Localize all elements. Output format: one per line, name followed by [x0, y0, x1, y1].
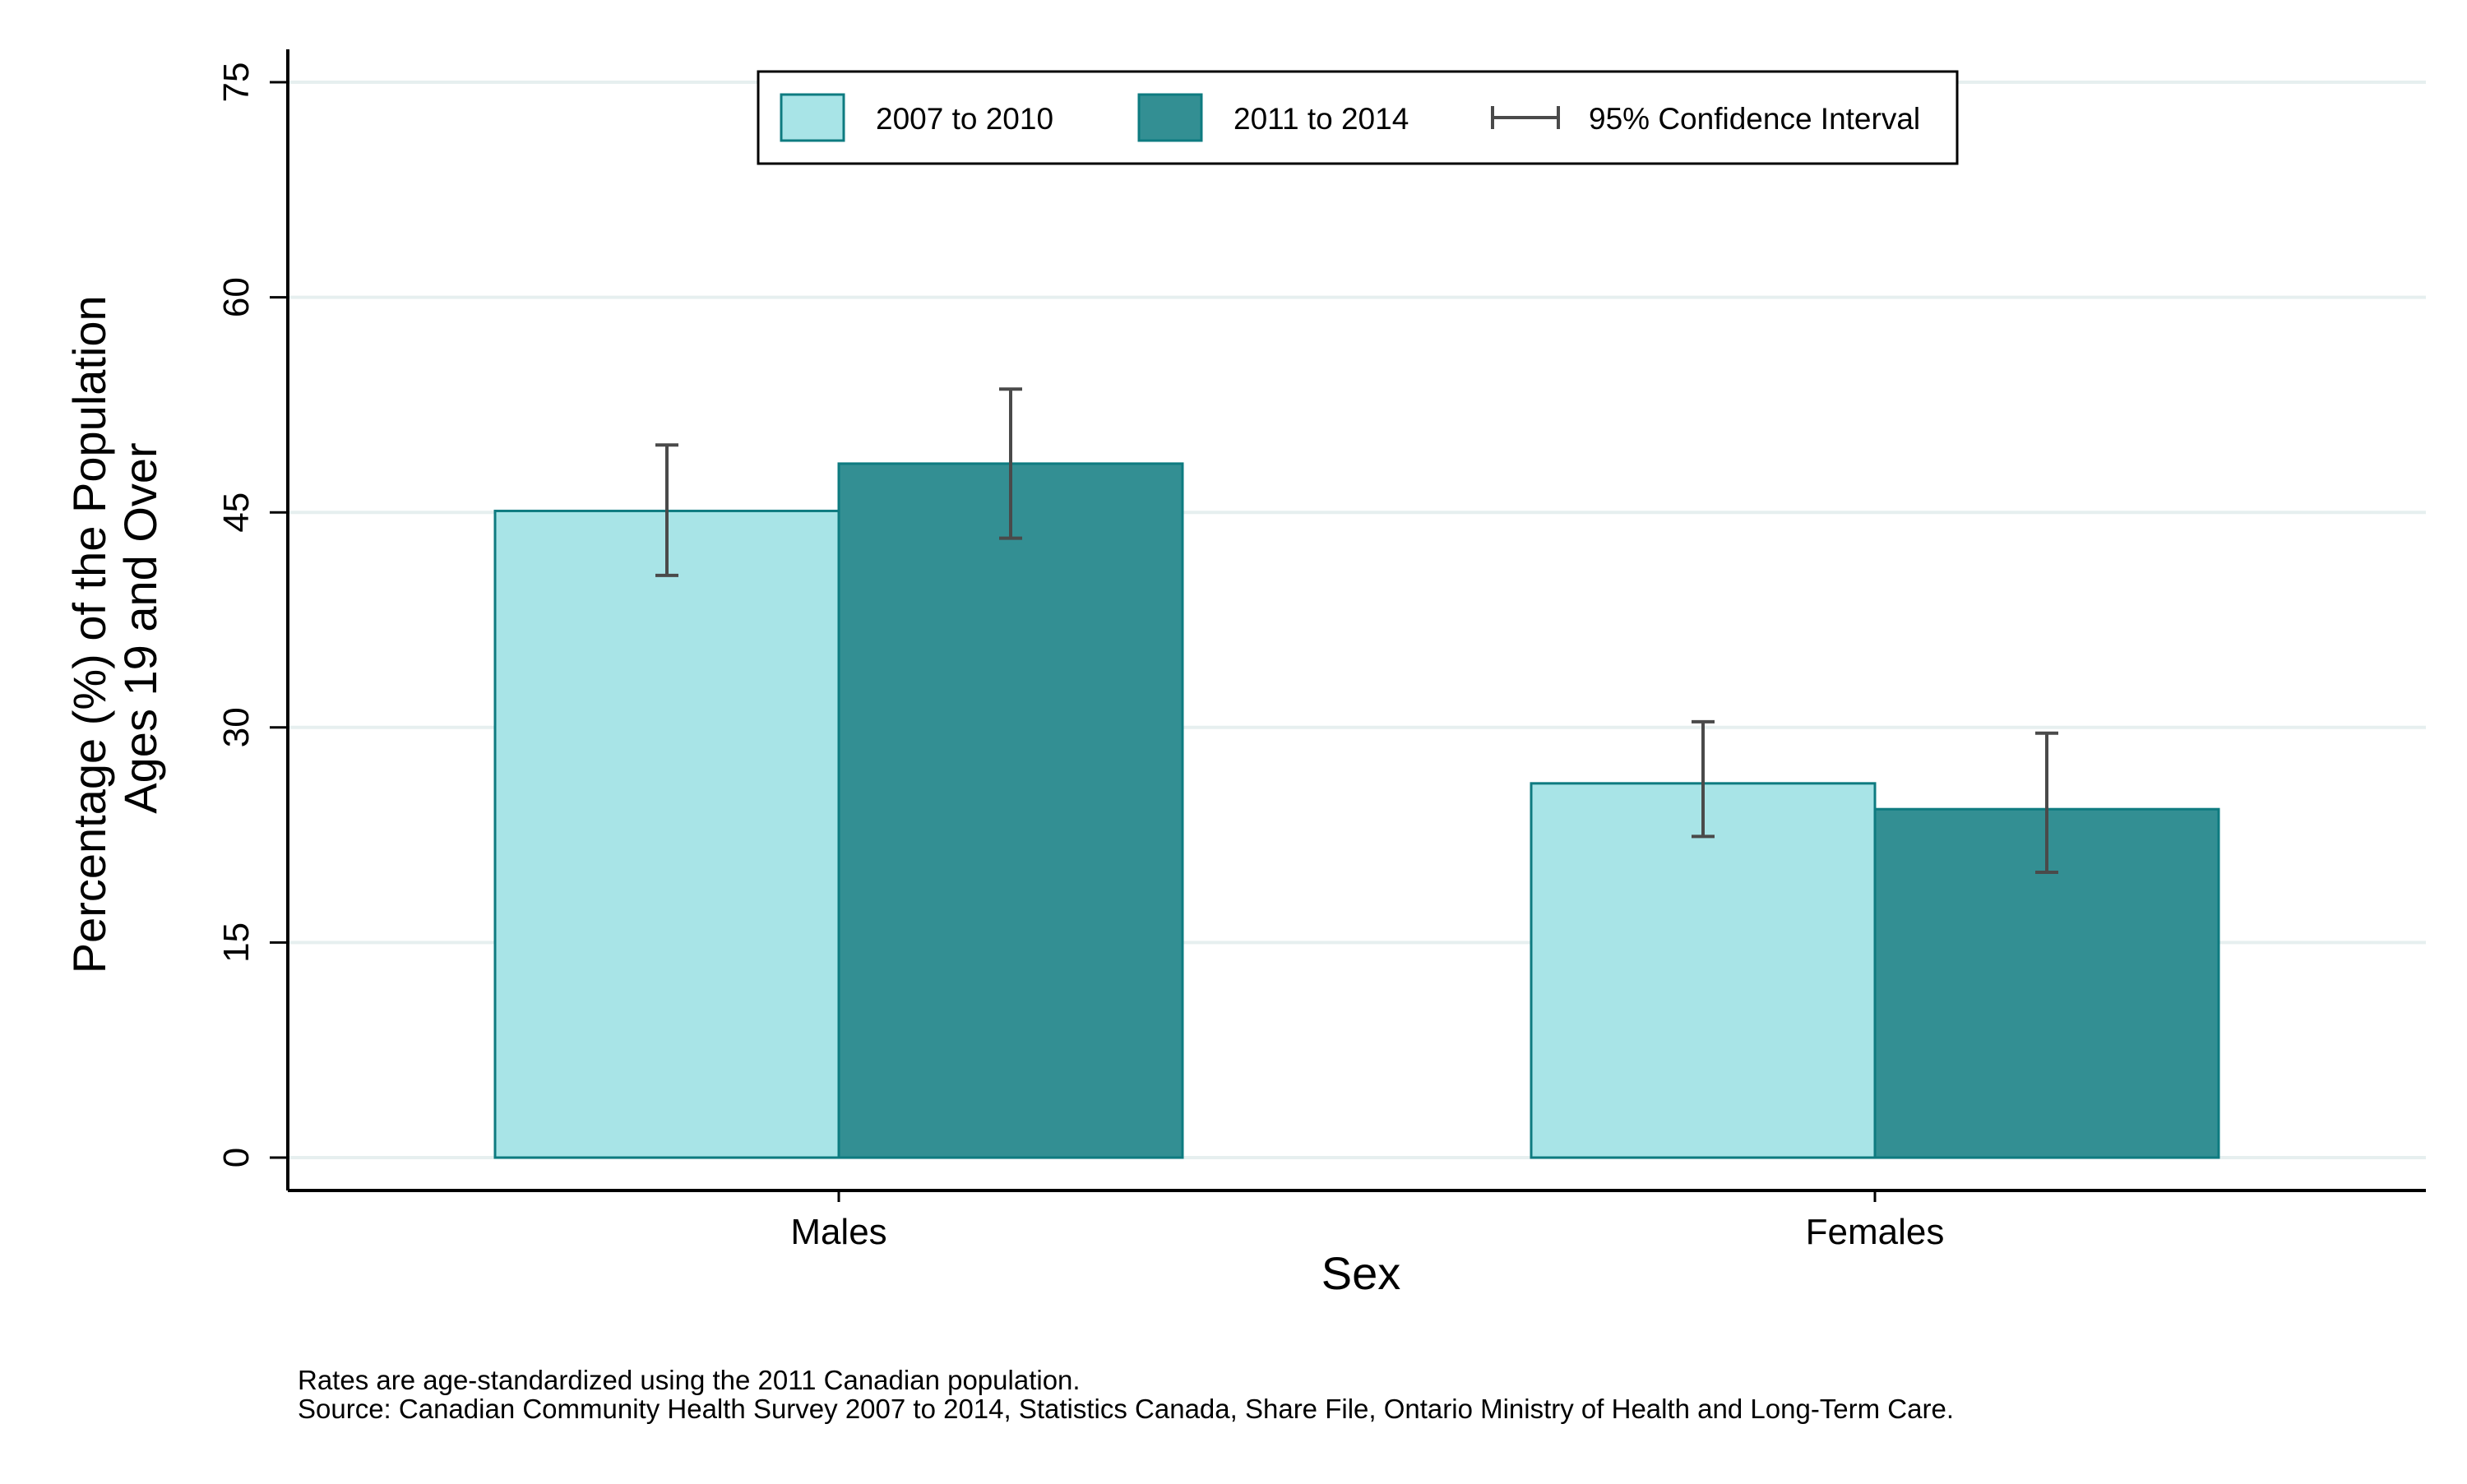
- y-axis-title-line-1: Percentage (%) of the Population: [63, 295, 115, 973]
- y-tick-label: 75: [216, 62, 257, 103]
- legend-swatch-2: [1137, 93, 1203, 142]
- bar-males-1: [493, 509, 840, 1159]
- bar-females-1: [1530, 782, 1877, 1159]
- legend-swatch-1: [780, 93, 845, 142]
- y-axis-title: Percentage (%) of the Population Ages 19…: [63, 283, 166, 974]
- axes: Males Females 0 15 30 45 60 75: [216, 49, 2426, 1252]
- bar-males-2: [837, 462, 1184, 1159]
- footnote-source: Source: Canadian Community Health Survey…: [298, 1394, 1954, 1424]
- legend: 2007 to 2010 2011 to 2014 95% Confidence I…: [757, 70, 1959, 165]
- legend-label-ci: 95% Confidence Interval: [1589, 102, 1920, 136]
- bars: [493, 462, 2220, 1159]
- legend-label-1: 2007 to 2010: [876, 102, 1053, 136]
- legend-box: [757, 70, 1959, 165]
- error-bars: [655, 387, 2058, 874]
- y-axis-title-line-2: Ages 19 and Over: [114, 442, 166, 813]
- x-axis-title: Sex: [1321, 1247, 1401, 1299]
- footnote-rates: Rates are age-standardized using the 201…: [298, 1365, 1081, 1395]
- legend-label-2: 2011 to 2014: [1234, 102, 1409, 136]
- y-tick-label: 15: [216, 922, 257, 963]
- y-tick-label: 30: [216, 707, 257, 747]
- x-tick-label-males: Males: [790, 1212, 886, 1252]
- x-tick-label-females: Females: [1806, 1212, 1945, 1252]
- y-tick-label: 45: [216, 492, 257, 533]
- y-tick-label: 0: [216, 1148, 257, 1167]
- y-tick-label: 60: [216, 277, 257, 317]
